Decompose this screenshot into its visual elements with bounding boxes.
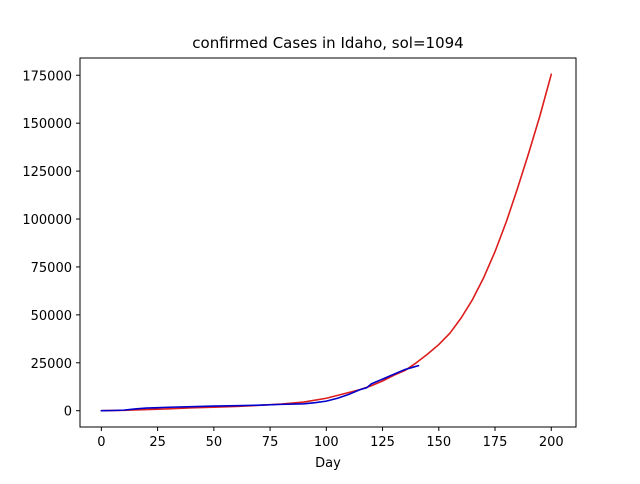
x-tick-label: 150 (426, 435, 451, 450)
x-tick-label: 125 (370, 435, 395, 450)
y-tick-label: 175000 (22, 69, 72, 84)
x-axis-label: Day (315, 456, 341, 471)
plot-frame (79, 57, 577, 428)
x-tick-label: 100 (314, 435, 339, 450)
y-tick-label: 125000 (22, 165, 72, 180)
x-tick-label: 50 (206, 435, 223, 450)
y-tick-label: 50000 (31, 309, 72, 324)
x-tick-label: 75 (262, 435, 279, 450)
y-tick-label: 0 (64, 405, 72, 420)
y-tick-label: 150000 (22, 117, 72, 132)
x-tick-label: 25 (149, 435, 166, 450)
y-tick-label: 25000 (31, 357, 72, 372)
chart-title: confirmed Cases in Idaho, sol=1094 (192, 34, 463, 52)
series-line-1 (100, 364, 420, 412)
series-line-0 (100, 73, 553, 412)
y-tick-label: 100000 (22, 213, 72, 228)
x-tick-label: 0 (97, 435, 105, 450)
x-tick-label: 175 (483, 435, 508, 450)
x-tick-label: 200 (539, 435, 564, 450)
y-tick-label: 75000 (31, 261, 72, 276)
